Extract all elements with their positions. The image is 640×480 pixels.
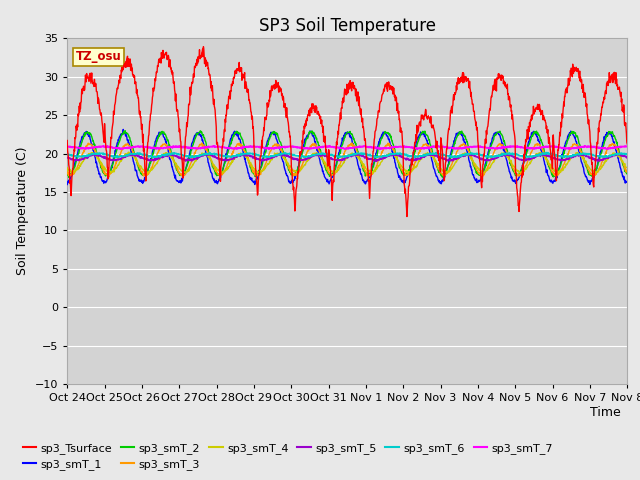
Legend: sp3_Tsurface, sp3_smT_1, sp3_smT_2, sp3_smT_3, sp3_smT_4, sp3_smT_5, sp3_smT_6, : sp3_Tsurface, sp3_smT_1, sp3_smT_2, sp3_… (19, 438, 557, 474)
Title: SP3 Soil Temperature: SP3 Soil Temperature (259, 17, 436, 36)
Text: Time: Time (590, 406, 621, 419)
Y-axis label: Soil Temperature (C): Soil Temperature (C) (16, 147, 29, 276)
Text: TZ_osu: TZ_osu (76, 50, 122, 63)
